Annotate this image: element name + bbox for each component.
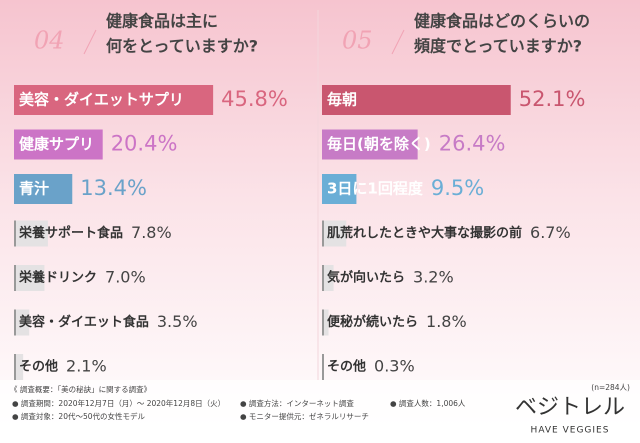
logo: ベジトレル xyxy=(515,395,625,420)
category-label: 3日に1回程度 xyxy=(327,180,424,198)
category-label: 肌荒れしたときや大事な撮影の前 xyxy=(327,225,522,241)
value-label: 0.3% xyxy=(374,357,415,376)
bar-edge xyxy=(322,220,324,247)
value-label: 20.4% xyxy=(111,132,178,156)
bar-edge xyxy=(14,265,16,291)
logo-sub: HAVE VEGGIES xyxy=(531,426,610,436)
category-label: その他 xyxy=(327,359,366,375)
value-label: 45.8% xyxy=(221,87,288,111)
bar xyxy=(14,309,30,336)
bar xyxy=(322,129,418,160)
panel-title: 頻度でとっていますか? xyxy=(414,37,582,56)
value-label: 1.8% xyxy=(426,312,467,331)
bar xyxy=(14,354,24,380)
category-label: 美容・ダイエット食品 xyxy=(19,314,149,330)
bar xyxy=(14,129,103,160)
bar xyxy=(14,85,214,115)
bar-edge xyxy=(322,309,324,336)
value-label: 52.1% xyxy=(519,87,586,111)
footer-heading: 《 調査概要：「美の秘訣」に関する調査》 xyxy=(10,384,151,394)
bar-edge xyxy=(14,309,16,336)
bar xyxy=(14,174,73,204)
category-label: 健康サプリ xyxy=(19,135,94,153)
panel-title: 何をとっていますか? xyxy=(106,37,258,56)
sample-size: (n=284人) xyxy=(591,383,630,392)
bar xyxy=(322,220,347,247)
category-label: 栄養サポート食品 xyxy=(18,225,123,241)
category-label: 便秘が続いたら xyxy=(327,314,418,330)
bar-edge xyxy=(322,265,324,291)
value-label: 6.7% xyxy=(530,223,571,242)
panel-number: 05 xyxy=(342,27,373,55)
value-label: 2.1% xyxy=(66,357,107,376)
category-label: 気が向いたら xyxy=(327,270,405,286)
footer-item: ● 調査期間：2020年12月7日（月）～ 2020年12月8日（火） xyxy=(12,398,225,408)
bar xyxy=(322,265,334,291)
panel-title: 健康食品はどのくらいの xyxy=(414,12,590,31)
category-label: その他 xyxy=(19,359,58,375)
bar xyxy=(14,220,48,247)
footer-item: ● 調査方法：インターネット調査 xyxy=(240,398,354,408)
value-label: 9.5% xyxy=(431,176,484,200)
category-label: 毎日(朝を除く) xyxy=(327,135,431,153)
footer-item: ● 調査人数：1,006人 xyxy=(390,398,466,408)
category-label: 青汁 xyxy=(19,180,49,198)
slash xyxy=(391,29,405,55)
category-label: 栄養ドリンク xyxy=(18,270,97,286)
value-label: 13.4% xyxy=(80,176,147,200)
value-label: 7.8% xyxy=(131,223,172,242)
panel-number: 04 xyxy=(34,27,65,55)
value-label: 7.0% xyxy=(105,268,146,287)
bar xyxy=(322,174,357,204)
footer-item: ● モニター提供元：ゼネラルリサーチ xyxy=(240,411,369,421)
value-label: 3.5% xyxy=(157,312,198,331)
category-label: 美容・ダイエットサプリ xyxy=(19,91,184,109)
bar-edge xyxy=(14,354,16,380)
bar xyxy=(322,85,511,115)
value-label: 3.2% xyxy=(413,268,454,287)
bar-edge xyxy=(322,354,324,380)
footer-bg xyxy=(0,380,640,443)
bar xyxy=(322,309,329,336)
bar xyxy=(14,265,45,291)
category-label: 毎朝 xyxy=(327,91,357,109)
footer-item: ● 調査対象：20代～50代の女性モデル xyxy=(12,411,146,421)
slash xyxy=(83,29,97,55)
bar-edge xyxy=(14,220,16,247)
value-label: 26.4% xyxy=(439,132,506,156)
panel-title: 健康食品は主に xyxy=(106,12,218,31)
